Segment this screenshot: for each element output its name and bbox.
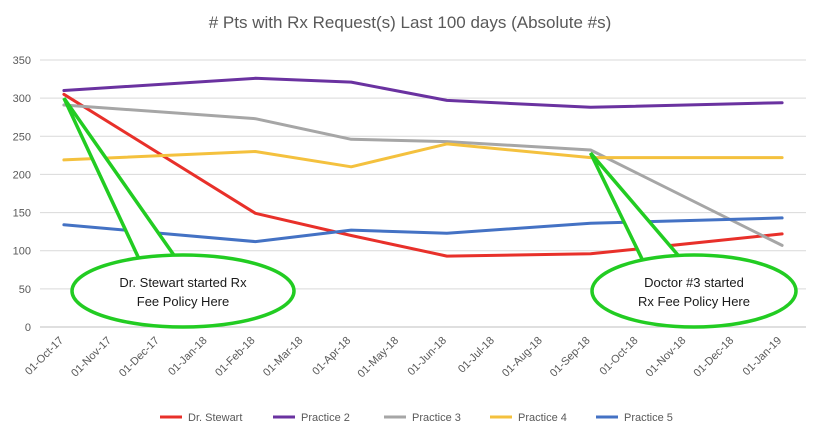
x-tick-label: 01-Nov-18 [644, 335, 689, 380]
legend-label: Practice 2 [301, 412, 350, 424]
chart-title: # Pts with Rx Request(s) Last 100 days (… [209, 13, 612, 32]
annotation-callout-2: Doctor #3 started Rx Fee Policy Here [588, 151, 798, 329]
callout-bubble [590, 253, 798, 329]
series-line-3 [62, 103, 784, 247]
series-lines [62, 76, 784, 258]
legend-item-2: Practice 2 [273, 412, 350, 424]
x-tick-label: 01-Jul-18 [456, 335, 497, 376]
x-tick-label: 01-Oct-18 [597, 335, 640, 378]
legend-item-1: Dr. Stewart [160, 412, 242, 424]
legend-label: Practice 3 [412, 412, 461, 424]
x-tick-label: 01-Jan-18 [166, 335, 210, 379]
callout-text-line: Fee Policy Here [137, 294, 229, 309]
y-tick-label: 250 [13, 131, 31, 143]
legend-item-3: Practice 3 [384, 412, 461, 424]
y-tick-label: 350 [13, 55, 31, 67]
x-tick-label: 01-May-18 [356, 335, 402, 381]
x-tick-label: 01-Dec-18 [692, 335, 737, 380]
legend-item-4: Practice 4 [490, 412, 567, 424]
x-tick-label: 01-Sep-18 [548, 335, 593, 380]
series-line-1 [62, 92, 784, 258]
x-tick-label: 01-Aug-18 [500, 335, 545, 380]
x-tick-label: 01-Nov-17 [69, 335, 114, 380]
callout-bubble [70, 253, 296, 329]
x-axis: 01-Oct-17 01-Nov-17 01-Dec-17 01-Jan-18 01-F… [23, 335, 784, 381]
series-line-4 [62, 142, 784, 169]
x-tick-label: 01-Mar-18 [261, 335, 305, 379]
legend-item-5: Practice 5 [596, 412, 673, 424]
x-tick-label: 01-Dec-17 [117, 335, 162, 380]
y-tick-label: 0 [25, 322, 31, 334]
legend-label: Practice 5 [624, 412, 673, 424]
annotation-callout-1: Dr. Stewart started Rx Fee Policy Here [62, 97, 296, 329]
callout-text-line: Rx Fee Policy Here [638, 294, 750, 309]
legend-label: Dr. Stewart [188, 412, 242, 424]
y-tick-label: 50 [19, 284, 31, 296]
y-tick-label: 150 [13, 208, 31, 220]
y-tick-label: 200 [13, 169, 31, 181]
y-tick-label: 300 [13, 93, 31, 105]
y-axis: 0 50 100 150 200 250 300 350 [13, 55, 31, 334]
x-tick-label: 01-Feb-18 [213, 335, 257, 379]
x-tick-label: 01-Oct-17 [23, 335, 66, 378]
callout-text-line: Doctor #3 started [644, 275, 744, 290]
annotations: Dr. Stewart started Rx Fee Policy Here Doc… [62, 97, 798, 329]
legend: Dr. Stewart Practice 2 Practice 3 Practice … [160, 412, 673, 424]
series-line-2 [62, 76, 784, 109]
callout-pointer [62, 97, 182, 263]
y-tick-label: 100 [13, 246, 31, 258]
x-tick-label: 01-Apr-18 [310, 335, 353, 378]
x-tick-label: 01-Jan-19 [741, 335, 785, 379]
series-line-5 [62, 216, 784, 244]
callout-pointer [588, 151, 687, 263]
legend-label: Practice 4 [518, 412, 567, 424]
x-tick-label: 01-Jun-18 [406, 335, 450, 379]
callout-text-line: Dr. Stewart started Rx [119, 275, 247, 290]
